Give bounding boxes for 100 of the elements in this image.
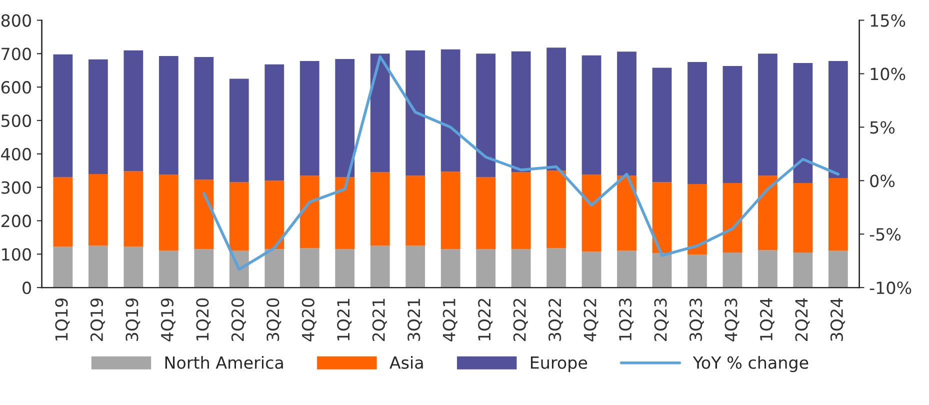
bar [370, 54, 390, 172]
line-series [202, 55, 840, 271]
x-tick-label: 1Q24 [760, 298, 774, 340]
bar [793, 63, 813, 183]
y-tick-label: 200 [1, 214, 31, 228]
bar [264, 64, 284, 181]
y-tick-label: 0 [22, 282, 31, 294]
bar [793, 182, 813, 252]
bar [335, 249, 355, 288]
bar [264, 180, 284, 250]
bar [88, 59, 108, 174]
bar [722, 182, 742, 252]
x-tick-label: 2Q22 [513, 298, 528, 341]
bar [440, 172, 460, 250]
y-tick-label: 600 [1, 81, 31, 94]
legend-label: YoY % change [692, 356, 808, 372]
legend-label: Europe [530, 356, 588, 372]
bar [194, 180, 214, 250]
bar [158, 174, 178, 251]
bar [124, 171, 144, 247]
bar [335, 59, 355, 178]
bar [440, 49, 460, 172]
bar [722, 252, 742, 288]
bar [229, 182, 249, 251]
bar [300, 61, 320, 176]
x-tick-label: 2Q19 [90, 298, 105, 341]
bar [511, 51, 531, 172]
bar [758, 54, 778, 176]
x-tick-label: 1Q21 [337, 298, 352, 340]
x-tick-label: 2Q24 [795, 298, 810, 341]
bar [582, 174, 602, 252]
bar [194, 249, 214, 288]
bar [53, 246, 73, 288]
x-tick-label: 3Q19 [126, 298, 140, 341]
bar [758, 250, 778, 288]
bar [688, 254, 707, 288]
bar [335, 177, 355, 250]
bar [722, 66, 742, 183]
bar [406, 50, 426, 176]
bar [406, 176, 426, 246]
bar [370, 246, 390, 288]
bar [688, 184, 707, 255]
bar [511, 249, 531, 288]
bar [546, 170, 566, 248]
bar [300, 248, 320, 288]
bar [617, 250, 636, 288]
bar [582, 252, 602, 288]
x-tick-label: 4Q23 [724, 298, 740, 342]
y-tick-label: 400 [1, 148, 31, 160]
bar [229, 78, 249, 182]
bar [476, 249, 496, 288]
bar [828, 250, 848, 288]
legend-label: North America [165, 356, 283, 369]
x-tick-label: 3Q22 [548, 298, 564, 341]
y2-tick-label: 15% [870, 14, 906, 27]
y2-tick-label: 5% [870, 121, 895, 134]
bar [124, 246, 144, 288]
x-tick-label: 2Q20 [231, 298, 246, 341]
x-tick-label: 3Q20 [266, 298, 282, 341]
legend-label: Asia [390, 356, 423, 369]
bar [793, 252, 813, 288]
bar [53, 54, 73, 178]
bar [476, 54, 496, 178]
bar [88, 246, 108, 288]
bar [617, 176, 636, 251]
bar [440, 249, 460, 288]
y2-tick-label: -10% [870, 282, 912, 294]
x-tick-label: 3Q23 [689, 298, 704, 341]
y-tick-label: 800 [1, 14, 31, 27]
x-tick-label: 4Q19 [160, 298, 176, 342]
x-tick-label: 4Q22 [584, 298, 598, 342]
bar [828, 178, 848, 251]
bar [652, 253, 672, 288]
bar [370, 172, 390, 246]
bar [511, 172, 531, 250]
bar [652, 182, 672, 254]
x-tick-label: 2Q23 [654, 298, 669, 341]
bar [582, 55, 602, 175]
y2-tick-label: 10% [870, 68, 906, 80]
bar [546, 248, 566, 288]
bar [53, 177, 73, 247]
y-tick-label: 500 [2, 114, 31, 128]
x-tick-label: 1Q23 [618, 298, 634, 340]
y-tick-label: 100 [2, 248, 31, 261]
bar [300, 176, 320, 248]
x-tick-label: 1Q20 [196, 298, 211, 340]
bar [88, 174, 108, 246]
x-tick-label: 1Q22 [478, 298, 493, 340]
x-tick-label: 3Q21 [408, 298, 422, 341]
x-tick-label: 4Q21 [442, 298, 458, 342]
bar [476, 177, 496, 250]
bar [688, 62, 707, 184]
y2-tick-label: -5% [870, 228, 901, 241]
x-tick-label: 1Q19 [55, 298, 70, 340]
x-tick-label: 3Q24 [830, 298, 845, 341]
bar [652, 68, 672, 182]
bar [124, 50, 144, 172]
bar [194, 57, 214, 180]
bar [828, 61, 848, 178]
bar [617, 52, 636, 176]
